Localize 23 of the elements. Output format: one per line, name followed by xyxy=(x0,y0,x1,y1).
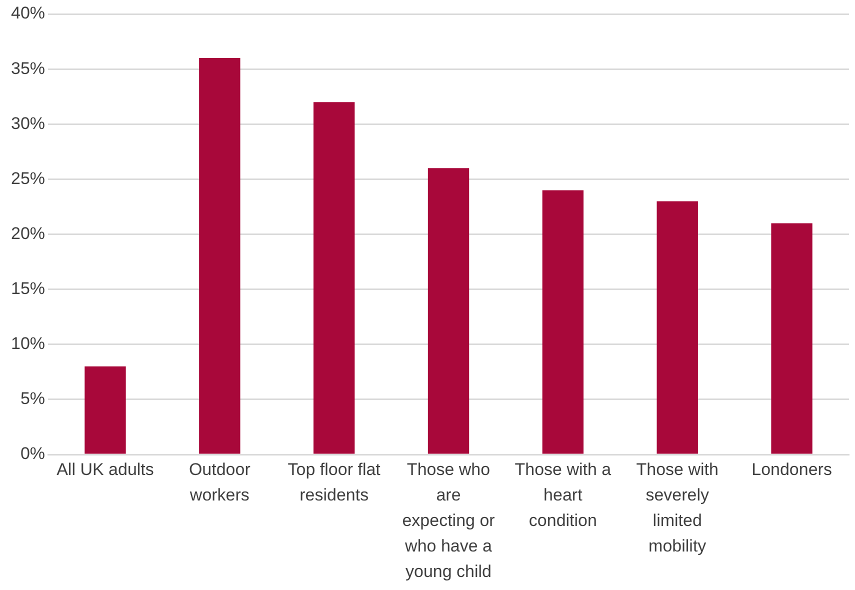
y-tick-label: 40% xyxy=(10,4,46,23)
y-tick-label: 15% xyxy=(10,279,46,298)
y-tick-label: 30% xyxy=(10,114,46,133)
x-tick-label: Those who are expecting or who have a young child xyxy=(402,460,496,581)
bar xyxy=(313,102,355,454)
x-tick-label: All UK adults xyxy=(56,460,154,479)
y-tick-label: 20% xyxy=(10,224,46,243)
y-tick-label: 5% xyxy=(20,389,46,408)
y-tick-label: 25% xyxy=(10,168,46,188)
x-tick-label: Londoners xyxy=(752,460,832,479)
bar xyxy=(84,366,126,454)
bar xyxy=(428,168,470,454)
y-tick-label: 35% xyxy=(10,58,46,78)
bar xyxy=(542,190,584,454)
x-tick-label: Outdoor workers xyxy=(188,460,251,504)
x-tick-label: Those with a heart condition xyxy=(514,460,612,530)
bar xyxy=(656,201,698,454)
x-tick-label: Top floor flat residents xyxy=(288,460,381,504)
y-tick-label: 10% xyxy=(10,334,46,354)
bar xyxy=(199,58,240,454)
bar xyxy=(771,223,812,454)
x-tick-label: Those with severely limited mobility xyxy=(636,460,718,556)
y-tick-label: 0% xyxy=(20,444,46,464)
